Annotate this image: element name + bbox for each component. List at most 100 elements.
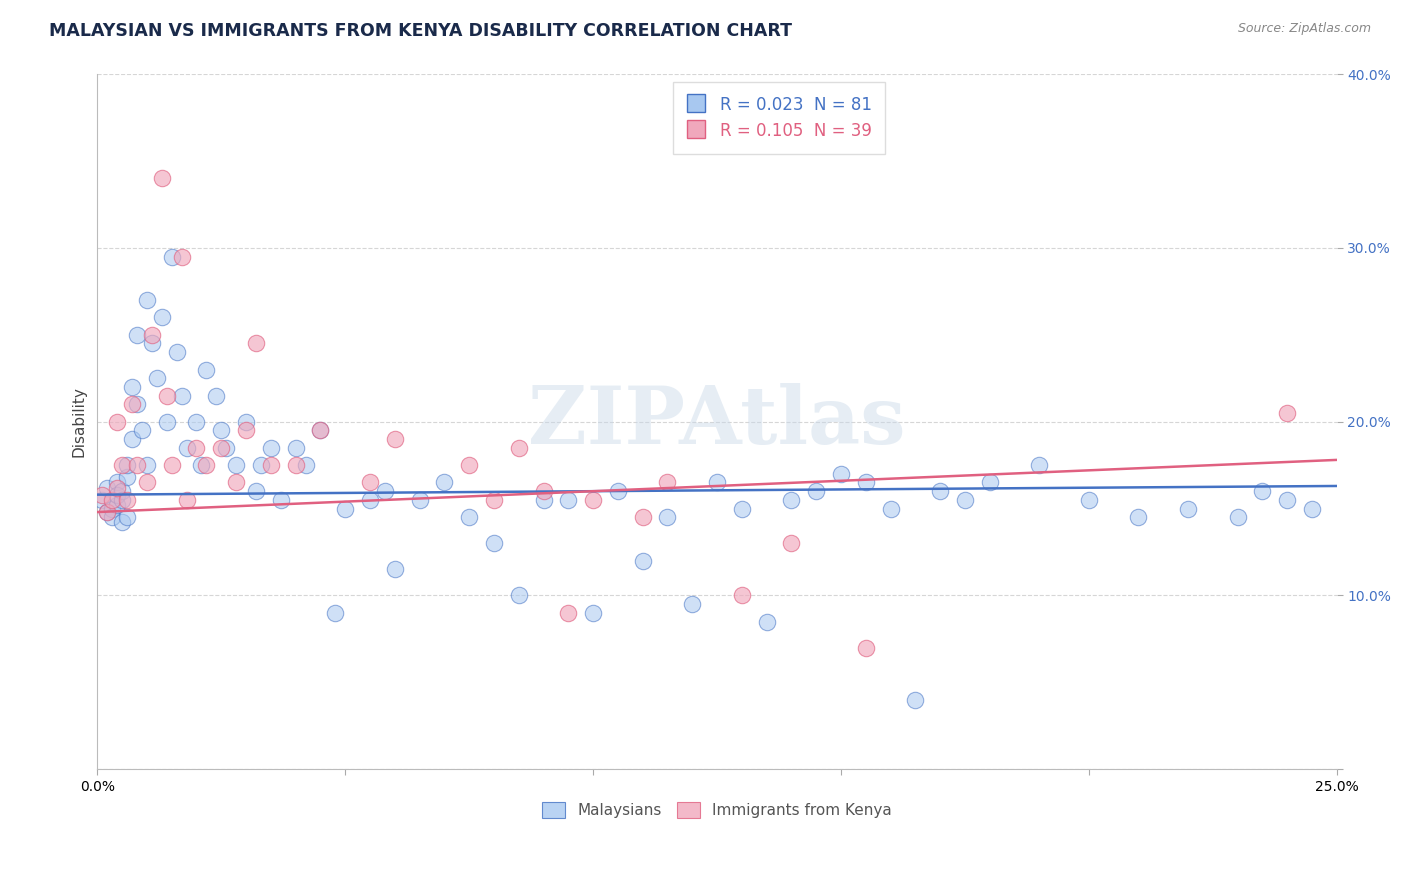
Point	[631, 554, 654, 568]
Point	[121, 432, 143, 446]
Point	[235, 423, 257, 437]
Point	[508, 589, 530, 603]
Point	[284, 458, 307, 472]
Point	[270, 492, 292, 507]
Point	[101, 492, 124, 507]
Point	[125, 327, 148, 342]
Point	[156, 415, 179, 429]
Point	[557, 606, 579, 620]
Point	[195, 362, 218, 376]
Point	[657, 510, 679, 524]
Point	[929, 484, 952, 499]
Point	[309, 423, 332, 437]
Point	[433, 475, 456, 490]
Point	[195, 458, 218, 472]
Point	[101, 501, 124, 516]
Point	[105, 498, 128, 512]
Point	[755, 615, 778, 629]
Point	[557, 492, 579, 507]
Point	[979, 475, 1001, 490]
Point	[121, 397, 143, 411]
Point	[245, 484, 267, 499]
Point	[105, 415, 128, 429]
Point	[125, 397, 148, 411]
Point	[105, 488, 128, 502]
Point	[804, 484, 827, 499]
Point	[91, 488, 114, 502]
Point	[731, 589, 754, 603]
Point	[830, 467, 852, 481]
Point	[606, 484, 628, 499]
Point	[176, 441, 198, 455]
Point	[96, 505, 118, 519]
Point	[359, 492, 381, 507]
Point	[582, 606, 605, 620]
Point	[657, 475, 679, 490]
Point	[176, 492, 198, 507]
Point	[150, 310, 173, 325]
Point	[111, 492, 134, 507]
Point	[284, 441, 307, 455]
Point	[96, 481, 118, 495]
Point	[96, 505, 118, 519]
Point	[458, 458, 481, 472]
Point	[359, 475, 381, 490]
Point	[780, 492, 803, 507]
Point	[408, 492, 430, 507]
Point	[115, 492, 138, 507]
Text: Source: ZipAtlas.com: Source: ZipAtlas.com	[1237, 22, 1371, 36]
Point	[209, 441, 232, 455]
Point	[681, 597, 703, 611]
Point	[111, 516, 134, 530]
Point	[215, 441, 238, 455]
Point	[91, 492, 114, 507]
Point	[225, 458, 247, 472]
Point	[111, 484, 134, 499]
Point	[260, 458, 283, 472]
Point	[121, 380, 143, 394]
Point	[384, 432, 406, 446]
Point	[156, 388, 179, 402]
Point	[323, 606, 346, 620]
Point	[250, 458, 273, 472]
Point	[706, 475, 728, 490]
Point	[141, 327, 163, 342]
Point	[101, 510, 124, 524]
Point	[1177, 501, 1199, 516]
Point	[125, 458, 148, 472]
Point	[482, 492, 505, 507]
Point	[170, 250, 193, 264]
Point	[135, 475, 157, 490]
Point	[482, 536, 505, 550]
Point	[105, 481, 128, 495]
Point	[160, 250, 183, 264]
Point	[1077, 492, 1099, 507]
Point	[190, 458, 212, 472]
Point	[335, 501, 357, 516]
Point	[115, 510, 138, 524]
Point	[1275, 406, 1298, 420]
Point	[582, 492, 605, 507]
Point	[150, 171, 173, 186]
Point	[131, 423, 153, 437]
Text: MALAYSIAN VS IMMIGRANTS FROM KENYA DISABILITY CORRELATION CHART: MALAYSIAN VS IMMIGRANTS FROM KENYA DISAB…	[49, 22, 792, 40]
Point	[160, 458, 183, 472]
Point	[205, 388, 228, 402]
Point	[1028, 458, 1050, 472]
Legend: Malaysians, Immigrants from Kenya: Malaysians, Immigrants from Kenya	[536, 796, 898, 824]
Point	[1128, 510, 1150, 524]
Point	[1251, 484, 1274, 499]
Point	[1226, 510, 1249, 524]
Y-axis label: Disability: Disability	[72, 386, 86, 457]
Point	[115, 458, 138, 472]
Point	[135, 458, 157, 472]
Point	[166, 345, 188, 359]
Point	[309, 423, 332, 437]
Point	[115, 470, 138, 484]
Point	[953, 492, 976, 507]
Point	[186, 415, 208, 429]
Point	[135, 293, 157, 307]
Point	[855, 475, 877, 490]
Text: ZIPAtlas: ZIPAtlas	[529, 383, 905, 460]
Point	[1275, 492, 1298, 507]
